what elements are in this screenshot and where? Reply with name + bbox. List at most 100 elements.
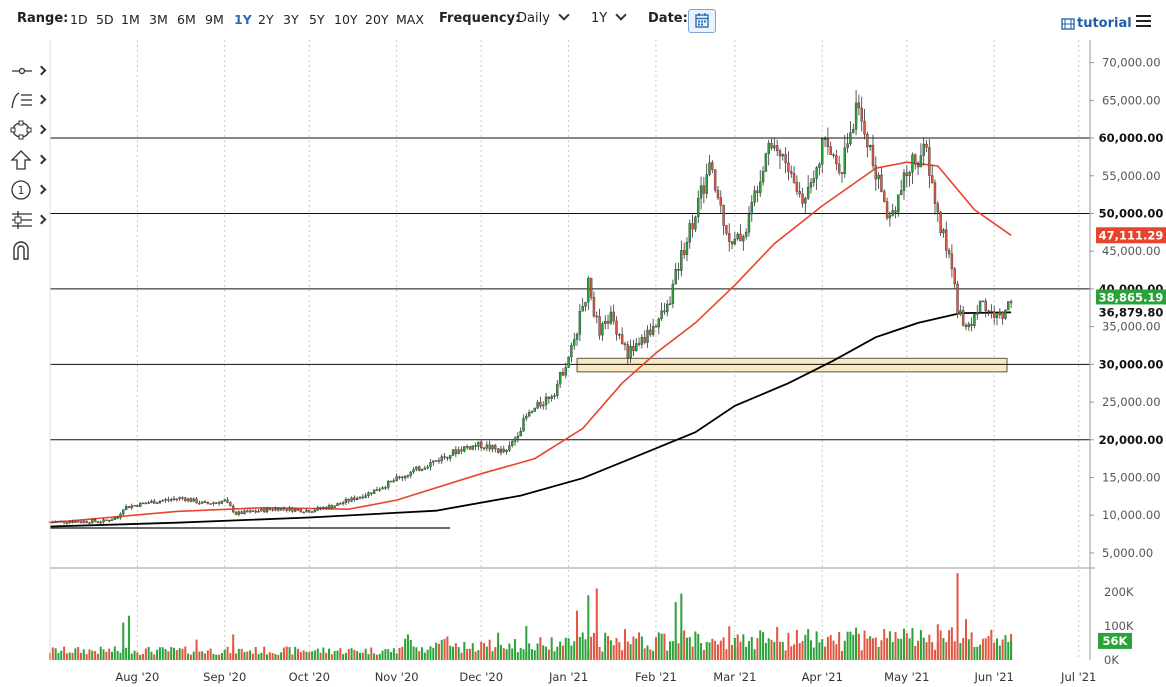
range-3m[interactable]: 3M <box>149 12 168 27</box>
volume-bar <box>313 650 316 660</box>
volume-bar <box>415 647 418 660</box>
volume-bar <box>674 602 677 660</box>
volume-bar <box>378 653 381 660</box>
range-2y[interactable]: 2Y <box>258 12 274 27</box>
candle-body <box>57 520 60 523</box>
candle-body <box>302 511 305 514</box>
candle-body <box>792 173 796 183</box>
volume-bar <box>629 644 632 660</box>
candle-body <box>423 467 427 470</box>
volume-bar <box>756 638 759 660</box>
volume-bar <box>829 635 832 660</box>
volume-label: 56K <box>1103 634 1129 648</box>
tutorial-link[interactable]: tutorial <box>1077 16 1132 31</box>
calendar-icon <box>695 13 709 28</box>
volume-bar <box>209 648 212 660</box>
candle-body <box>677 269 680 271</box>
candle-body <box>215 502 218 504</box>
volume-bar <box>516 652 519 660</box>
candle-body <box>465 446 469 448</box>
volume-bar <box>240 648 243 660</box>
candle-body <box>835 155 838 165</box>
range-20y[interactable]: 20Y <box>365 12 389 27</box>
candle-body <box>178 497 181 500</box>
volume-bar <box>437 643 440 660</box>
range-5y[interactable]: 5Y <box>309 12 325 27</box>
volume-bar <box>263 646 266 660</box>
candle-body <box>818 163 821 168</box>
range-max[interactable]: MAX <box>396 12 424 27</box>
candle-body <box>702 185 706 194</box>
x-tick-label: Nov '20 <box>375 670 419 684</box>
candle-body <box>426 466 429 469</box>
volume-bar <box>784 650 787 660</box>
candle-body <box>620 334 624 344</box>
volume-bar <box>260 652 263 660</box>
measure-tool[interactable] <box>10 209 48 231</box>
fib-tool[interactable] <box>10 89 48 111</box>
candle-body <box>564 367 567 376</box>
volume-bar <box>939 630 942 660</box>
frequency-select[interactable]: Daily <box>517 9 570 26</box>
chevron-right-icon <box>36 214 47 225</box>
volume-bar <box>945 642 948 660</box>
volume-bar <box>122 622 125 660</box>
volume-bar <box>311 651 314 660</box>
candle-body <box>310 511 314 513</box>
candle-body <box>316 507 319 511</box>
volume-bar <box>381 650 384 660</box>
volume-bar <box>677 643 680 660</box>
range-1y[interactable]: 1Y <box>234 12 252 27</box>
range-1m[interactable]: 1M <box>121 12 140 27</box>
range-6m[interactable]: 6M <box>177 12 196 27</box>
volume-bar <box>711 638 714 660</box>
volume-bar <box>274 654 277 660</box>
volume-bar <box>122 648 125 660</box>
volume-bar <box>798 643 801 660</box>
range-10y[interactable]: 10Y <box>334 12 358 27</box>
candle-body <box>491 445 494 450</box>
volume-bar <box>852 634 855 660</box>
range-3y[interactable]: 3Y <box>283 12 299 27</box>
candle-body <box>223 499 226 502</box>
range-1d[interactable]: 1D <box>70 12 88 27</box>
volume-bar <box>65 653 68 660</box>
candle-body <box>122 509 125 515</box>
candle-body <box>234 511 238 515</box>
volume-bar <box>127 654 130 660</box>
volume-bar <box>635 638 638 660</box>
candle-body <box>753 190 756 203</box>
candle-body <box>939 211 942 234</box>
range-5d[interactable]: 5D <box>96 12 114 27</box>
magnet-tool[interactable] <box>10 239 48 261</box>
candle-body <box>91 519 94 524</box>
candle-body <box>609 311 613 324</box>
menu-icon[interactable] <box>1136 15 1151 30</box>
arrow-tool[interactable] <box>10 149 48 171</box>
volume-bar <box>421 647 424 660</box>
volume-bar <box>136 652 139 660</box>
volume-bar <box>702 649 705 660</box>
period-select[interactable]: 1Y <box>591 9 627 26</box>
volume-bar <box>463 642 466 660</box>
volume-bar <box>404 638 407 660</box>
volume-bar <box>342 654 345 660</box>
candle-body <box>747 213 751 233</box>
annotation-tool[interactable]: 1 <box>10 179 48 201</box>
volume-bar <box>499 644 502 660</box>
line-tool[interactable] <box>10 60 48 82</box>
volume-bar <box>778 641 781 660</box>
calendar-button[interactable] <box>688 9 716 33</box>
volume-bar <box>212 653 215 660</box>
volume-bar <box>595 588 598 660</box>
candle-body <box>649 329 652 335</box>
candle-body <box>60 520 63 523</box>
shape-tool[interactable] <box>10 119 48 141</box>
volume-bar <box>375 654 378 660</box>
volume-bar <box>838 632 841 660</box>
volume-bar <box>680 593 683 660</box>
range-9m[interactable]: 9M <box>205 12 224 27</box>
candle-body <box>409 471 412 476</box>
candle-body <box>186 498 190 501</box>
volume-bar <box>51 647 54 660</box>
